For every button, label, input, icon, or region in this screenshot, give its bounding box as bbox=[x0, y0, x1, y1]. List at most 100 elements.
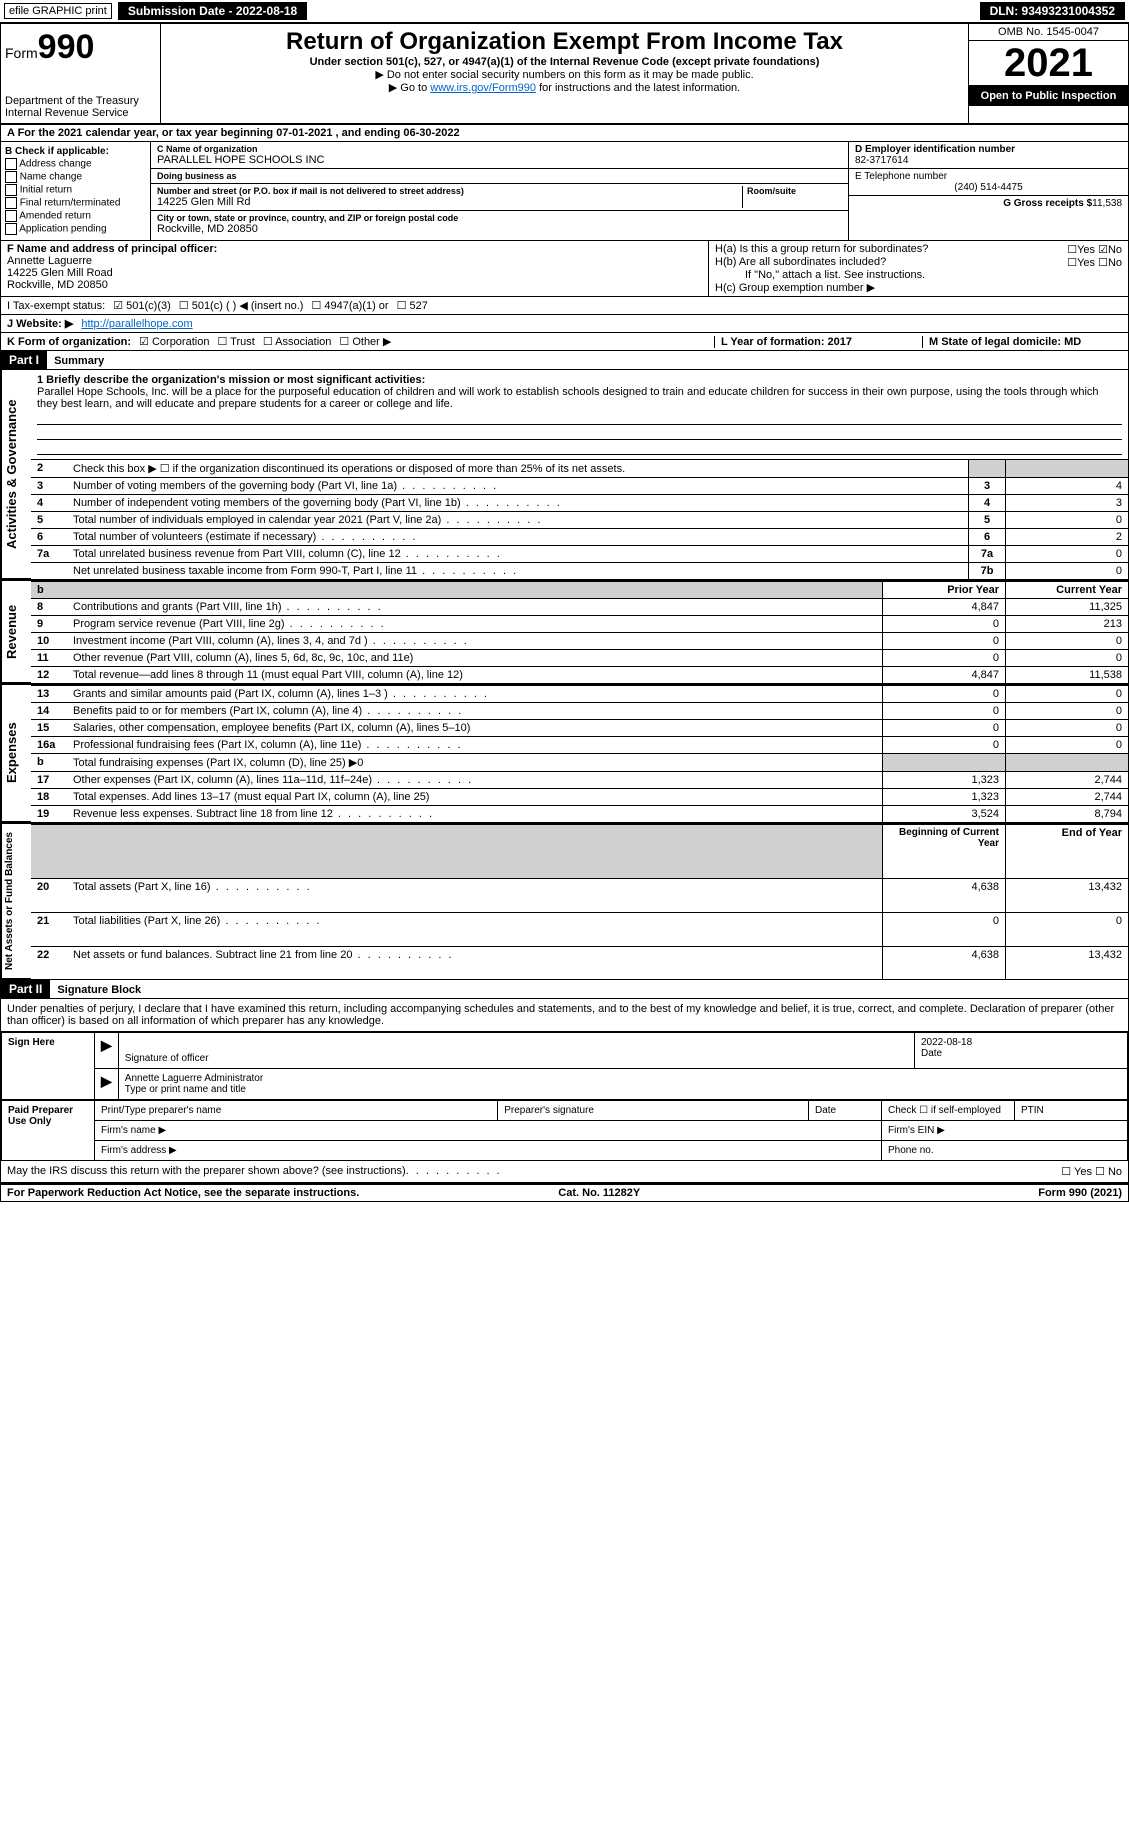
expenses-section: Expenses 13Grants and similar amounts pa… bbox=[1, 683, 1128, 822]
chk-trust[interactable]: ☐ Trust bbox=[217, 335, 254, 348]
goto-note: ▶ Go to www.irs.gov/Form990 for instruct… bbox=[165, 81, 964, 94]
table-row: 14Benefits paid to or for members (Part … bbox=[31, 703, 1128, 720]
block-f-h: F Name and address of principal officer:… bbox=[1, 241, 1128, 297]
gross-receipts-value: 11,538 bbox=[1092, 198, 1122, 209]
chk-initial-return[interactable]: Initial return bbox=[5, 184, 146, 196]
chk-final-return[interactable]: Final return/terminated bbox=[5, 197, 146, 209]
may-irs-discuss: May the IRS discuss this return with the… bbox=[7, 1165, 406, 1178]
table-row: 7aTotal unrelated business revenue from … bbox=[31, 546, 1128, 563]
table-row: 16aProfessional fundraising fees (Part I… bbox=[31, 737, 1128, 754]
table-row: 13Grants and similar amounts paid (Part … bbox=[31, 686, 1128, 703]
form-number: 990 bbox=[38, 28, 95, 66]
table-row: 20Total assets (Part X, line 16)4,63813,… bbox=[31, 878, 1128, 912]
open-inspection: Open to Public Inspection bbox=[969, 86, 1128, 106]
room-label: Room/suite bbox=[747, 186, 842, 196]
col-c-org-info: C Name of organization PARALLEL HOPE SCH… bbox=[151, 142, 848, 240]
table-row: 10Investment income (Part VIII, column (… bbox=[31, 633, 1128, 650]
chk-association[interactable]: ☐ Association bbox=[263, 335, 332, 348]
state-domicile: M State of legal domicile: MD bbox=[929, 336, 1081, 348]
table-row: 15Salaries, other compensation, employee… bbox=[31, 720, 1128, 737]
header-left: Form990 Department of the Treasury Inter… bbox=[1, 24, 161, 123]
side-netassets: Net Assets or Fund Balances bbox=[1, 824, 31, 979]
netassets-table: Beginning of Current YearEnd of Year 20T… bbox=[31, 824, 1128, 979]
sign-here-label: Sign Here bbox=[2, 1033, 95, 1100]
paperwork-notice: For Paperwork Reduction Act Notice, see … bbox=[7, 1187, 359, 1199]
arrow-icon: ▶ bbox=[101, 1037, 112, 1053]
dln-label: DLN: 93493231004352 bbox=[980, 2, 1125, 20]
chk-527[interactable]: ☐ 527 bbox=[397, 299, 428, 312]
top-toolbar: efile GRAPHIC print Submission Date - 20… bbox=[0, 0, 1129, 23]
irs-label: Internal Revenue Service bbox=[5, 107, 156, 119]
table-row: 21Total liabilities (Part X, line 26)00 bbox=[31, 912, 1128, 946]
governance-table: 2Check this box ▶ ☐ if the organization … bbox=[31, 459, 1128, 579]
form-header: Form990 Department of the Treasury Inter… bbox=[1, 24, 1128, 125]
chk-application-pending[interactable]: Application pending bbox=[5, 223, 146, 235]
ein-value: 82-3717614 bbox=[855, 155, 1122, 166]
officer-addr1: 14225 Glen Mill Road bbox=[7, 267, 702, 279]
form-page-label: Form 990 (2021) bbox=[1038, 1187, 1122, 1199]
chk-corporation[interactable]: ☑ Corporation bbox=[139, 335, 209, 348]
table-row: 22Net assets or fund balances. Subtract … bbox=[31, 946, 1128, 979]
submission-date-button[interactable]: Submission Date - 2022-08-18 bbox=[118, 2, 307, 20]
header-center: Return of Organization Exempt From Incom… bbox=[161, 24, 968, 123]
ein-label: D Employer identification number bbox=[855, 144, 1015, 155]
table-row: 6Total number of volunteers (estimate if… bbox=[31, 529, 1128, 546]
table-row: 12Total revenue—add lines 8 through 11 (… bbox=[31, 667, 1128, 684]
dba-label: Doing business as bbox=[157, 171, 842, 181]
table-row: 8Contributions and grants (Part VIII, li… bbox=[31, 599, 1128, 616]
form-word: Form bbox=[5, 45, 38, 61]
form-990-page: Form990 Department of the Treasury Inter… bbox=[0, 23, 1129, 1202]
chk-amended-return[interactable]: Amended return bbox=[5, 210, 146, 222]
part-1-header: Part I Summary bbox=[1, 351, 1128, 370]
chk-4947[interactable]: ☐ 4947(a)(1) or bbox=[311, 299, 388, 312]
revenue-table: bPrior YearCurrent Year 8Contributions a… bbox=[31, 581, 1128, 683]
expenses-table: 13Grants and similar amounts paid (Part … bbox=[31, 685, 1128, 822]
table-row: 11Other revenue (Part VIII, column (A), … bbox=[31, 650, 1128, 667]
chk-501c3[interactable]: ☑ 501(c)(3) bbox=[113, 299, 171, 312]
row-i-tax-status: I Tax-exempt status: ☑ 501(c)(3) ☐ 501(c… bbox=[1, 297, 1128, 315]
paid-preparer-label: Paid Preparer Use Only bbox=[2, 1101, 95, 1161]
form-title: Return of Organization Exempt From Incom… bbox=[165, 28, 964, 56]
table-row: 9Program service revenue (Part VIII, lin… bbox=[31, 616, 1128, 633]
omb-number: OMB No. 1545-0047 bbox=[969, 24, 1128, 41]
governance-section: Activities & Governance 1 Briefly descri… bbox=[1, 370, 1128, 579]
irs-link[interactable]: www.irs.gov/Form990 bbox=[430, 82, 536, 94]
tax-year: 2021 bbox=[969, 41, 1128, 86]
side-governance: Activities & Governance bbox=[1, 370, 31, 579]
gross-receipts-label: G Gross receipts $ bbox=[1003, 198, 1092, 209]
table-row: 19Revenue less expenses. Subtract line 1… bbox=[31, 806, 1128, 823]
chk-501c[interactable]: ☐ 501(c) ( ) ◀ (insert no.) bbox=[179, 299, 304, 312]
row-a-tax-year: A For the 2021 calendar year, or tax yea… bbox=[1, 125, 1128, 142]
officer-addr2: Rockville, MD 20850 bbox=[7, 279, 702, 291]
part-2-header: Part II Signature Block bbox=[1, 980, 1128, 999]
org-name-label: C Name of organization bbox=[157, 144, 842, 154]
mission-box: 1 Briefly describe the organization's mi… bbox=[31, 370, 1128, 459]
chk-name-change[interactable]: Name change bbox=[5, 171, 146, 183]
cat-no: Cat. No. 11282Y bbox=[558, 1187, 640, 1199]
city-label: City or town, state or province, country… bbox=[157, 213, 842, 223]
page-footer: For Paperwork Reduction Act Notice, see … bbox=[1, 1184, 1128, 1201]
mission-text: Parallel Hope Schools, Inc. will be a pl… bbox=[37, 386, 1099, 410]
header-right: OMB No. 1545-0047 2021 Open to Public In… bbox=[968, 24, 1128, 123]
row-k-l-m: K Form of organization: ☑ Corporation ☐ … bbox=[1, 333, 1128, 351]
table-row: 4Number of independent voting members of… bbox=[31, 495, 1128, 512]
side-expenses: Expenses bbox=[1, 685, 31, 822]
chk-other[interactable]: ☐ Other ▶ bbox=[339, 335, 391, 348]
phone-label: E Telephone number bbox=[855, 171, 1122, 182]
revenue-section: Revenue bPrior YearCurrent Year 8Contrib… bbox=[1, 579, 1128, 683]
side-revenue: Revenue bbox=[1, 581, 31, 683]
city-value: Rockville, MD 20850 bbox=[157, 223, 842, 235]
col-f-officer: F Name and address of principal officer:… bbox=[1, 241, 708, 296]
efile-tag: efile GRAPHIC print bbox=[4, 3, 112, 19]
year-formation: L Year of formation: 2017 bbox=[721, 336, 852, 348]
website-link[interactable]: http://parallelhope.com bbox=[81, 318, 192, 330]
phone-value: (240) 514-4475 bbox=[855, 182, 1122, 193]
table-row: 5Total number of individuals employed in… bbox=[31, 512, 1128, 529]
chk-address-change[interactable]: Address change bbox=[5, 158, 146, 170]
row-j-website: J Website: ▶ http://parallelhope.com bbox=[1, 315, 1128, 333]
signature-block: Under penalties of perjury, I declare th… bbox=[1, 999, 1128, 1184]
sign-here-table: Sign Here ▶ Signature of officer 2022-08… bbox=[1, 1032, 1128, 1100]
paid-preparer-table: Paid Preparer Use Only Print/Type prepar… bbox=[1, 1100, 1128, 1161]
officer-signature-name: Annette Laguerre Administrator bbox=[125, 1073, 1121, 1084]
perjury-declaration: Under penalties of perjury, I declare th… bbox=[1, 999, 1128, 1032]
